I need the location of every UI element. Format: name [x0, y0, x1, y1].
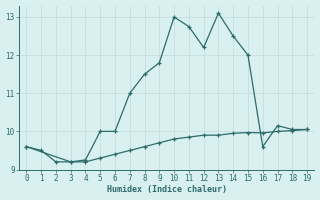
X-axis label: Humidex (Indice chaleur): Humidex (Indice chaleur) — [107, 185, 227, 194]
